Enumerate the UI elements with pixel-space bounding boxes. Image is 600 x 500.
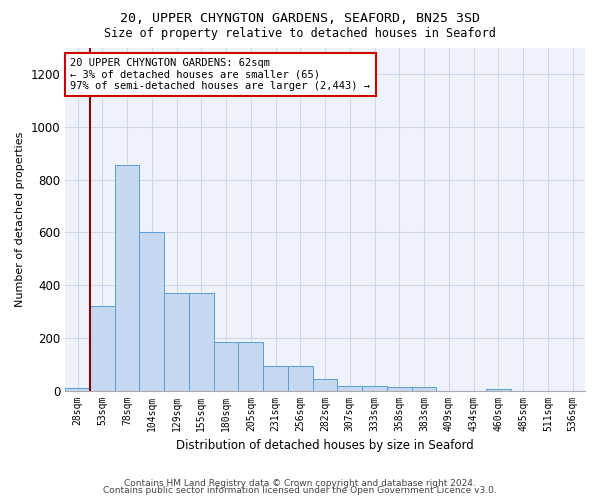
Bar (313, 379, 337, 391)
Bar (189, 294, 214, 391)
Bar (238, 342, 263, 391)
Y-axis label: Number of detached properties: Number of detached properties (15, 132, 25, 307)
Bar (362, 386, 387, 391)
Text: 20, UPPER CHYNGTON GARDENS, SEAFORD, BN25 3SD: 20, UPPER CHYNGTON GARDENS, SEAFORD, BN2… (120, 12, 480, 26)
Bar (288, 366, 313, 391)
Bar (115, 165, 139, 391)
Bar (139, 232, 164, 391)
Bar (412, 387, 436, 391)
Bar (486, 389, 511, 391)
Bar (164, 294, 189, 391)
Text: Contains HM Land Registry data © Crown copyright and database right 2024.: Contains HM Land Registry data © Crown c… (124, 478, 476, 488)
Bar (65, 388, 90, 391)
Text: Contains public sector information licensed under the Open Government Licence v3: Contains public sector information licen… (103, 486, 497, 495)
Bar (263, 366, 288, 391)
Bar (337, 386, 362, 391)
X-axis label: Distribution of detached houses by size in Seaford: Distribution of detached houses by size … (176, 440, 474, 452)
Bar (387, 387, 412, 391)
Bar (214, 342, 238, 391)
Bar (90, 306, 115, 391)
Text: Size of property relative to detached houses in Seaford: Size of property relative to detached ho… (104, 28, 496, 40)
Text: 20 UPPER CHYNGTON GARDENS: 62sqm
← 3% of detached houses are smaller (65)
97% of: 20 UPPER CHYNGTON GARDENS: 62sqm ← 3% of… (70, 58, 370, 91)
